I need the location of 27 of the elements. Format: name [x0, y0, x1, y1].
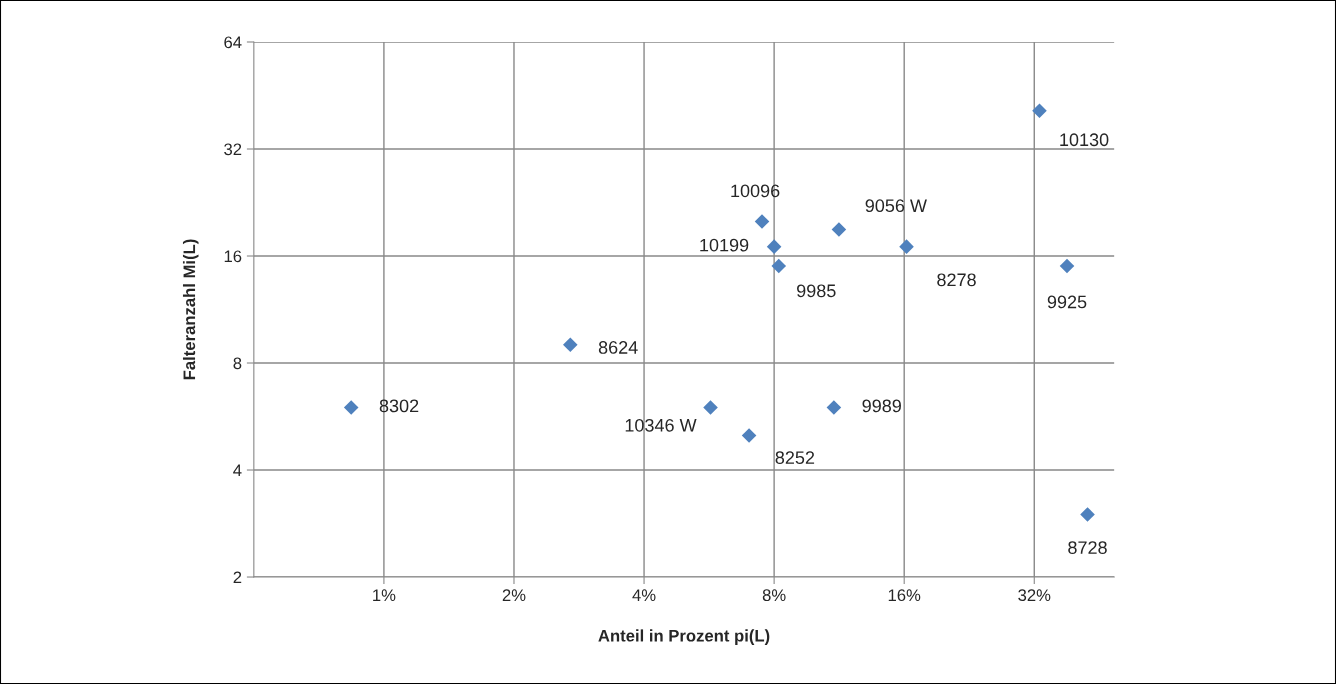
x-axis-title: Anteil in Prozent pi(L) — [598, 629, 770, 645]
y-axis-title: Falteranzahl Mi(L) — [182, 239, 199, 380]
x-tick-label: 32% — [1018, 589, 1051, 602]
annotation: 8278 — [937, 273, 976, 287]
x-tick-label: 2% — [502, 589, 526, 602]
x-tick-label: 4% — [632, 589, 656, 602]
annotation: 8624 — [598, 341, 638, 354]
y-tick-label: 4 — [233, 464, 242, 477]
x-tick-label: 8% — [762, 589, 786, 602]
y-tick-label: 2 — [233, 571, 242, 584]
x-tick-label: 1% — [373, 589, 396, 602]
annotation: 8252 — [775, 451, 815, 465]
annotation: 9989 — [862, 399, 901, 413]
annotation: 10130 — [1060, 133, 1109, 147]
annotation: 10346 W — [625, 418, 697, 432]
y-tick-label: 16 — [224, 250, 242, 263]
x-tick-label: 16% — [888, 589, 921, 602]
annotation: 8728 — [1068, 541, 1107, 554]
y-tick-label: 32 — [224, 143, 242, 156]
annotation: 9985 — [797, 284, 836, 298]
y-tick-label: 8 — [233, 357, 242, 370]
y-tick-label: 64 — [224, 36, 242, 49]
annotation: 10199 — [700, 238, 749, 252]
annotation: 9925 — [1047, 295, 1087, 309]
annotation: 10096 — [731, 184, 780, 198]
annotation: 9056 W — [865, 199, 927, 213]
annotation: 8302 — [379, 399, 419, 413]
